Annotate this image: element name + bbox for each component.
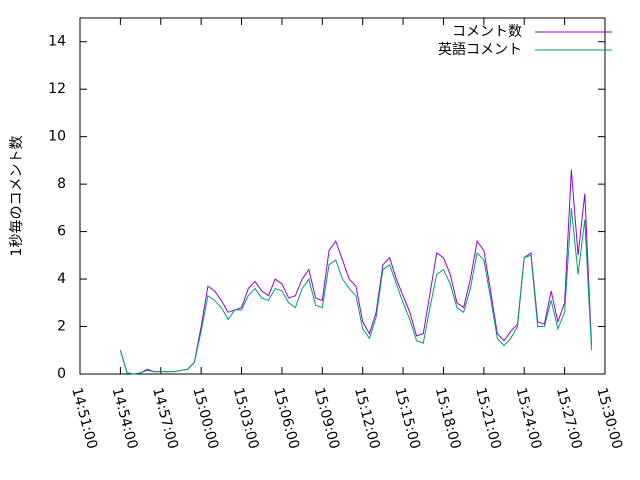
y-tick-label: 0 [57, 366, 66, 382]
x-tick-label: 15:00:00 [189, 386, 221, 451]
y-tick-label: 10 [48, 129, 66, 145]
x-tick-label: 15:27:00 [553, 386, 585, 451]
y-tick-label: 8 [57, 176, 66, 192]
x-tick-label: 15:30:00 [593, 386, 625, 451]
y-tick-label: 6 [57, 224, 66, 240]
y-tick-label: 12 [48, 81, 66, 97]
series-line [119, 169, 593, 375]
x-tick-label: 15:24:00 [513, 386, 545, 451]
plot-frame [79, 17, 606, 375]
y-axis-label: 1秒毎のコメント数 [9, 136, 25, 257]
x-tick-label: 15:15:00 [391, 386, 423, 451]
x-tick-label: 15:06:00 [270, 386, 302, 451]
x-tick-label: 15:09:00 [311, 386, 343, 451]
x-tick-label: 15:03:00 [230, 386, 262, 451]
y-tick-label: 4 [57, 271, 66, 287]
x-tick-label: 14:51:00 [68, 386, 100, 451]
legend-label: コメント数 [452, 24, 522, 40]
y-tick-label: 2 [57, 319, 66, 335]
x-tick-label: 14:54:00 [109, 386, 141, 451]
legend-label: 英語コメント [438, 41, 522, 58]
x-tick-label: 14:57:00 [149, 386, 181, 451]
x-tick-label: 15:21:00 [472, 386, 504, 451]
x-tick-label: 15:18:00 [432, 386, 464, 451]
series-line [119, 207, 593, 375]
x-tick-label: 15:12:00 [351, 386, 383, 451]
y-tick-label: 14 [48, 34, 66, 50]
